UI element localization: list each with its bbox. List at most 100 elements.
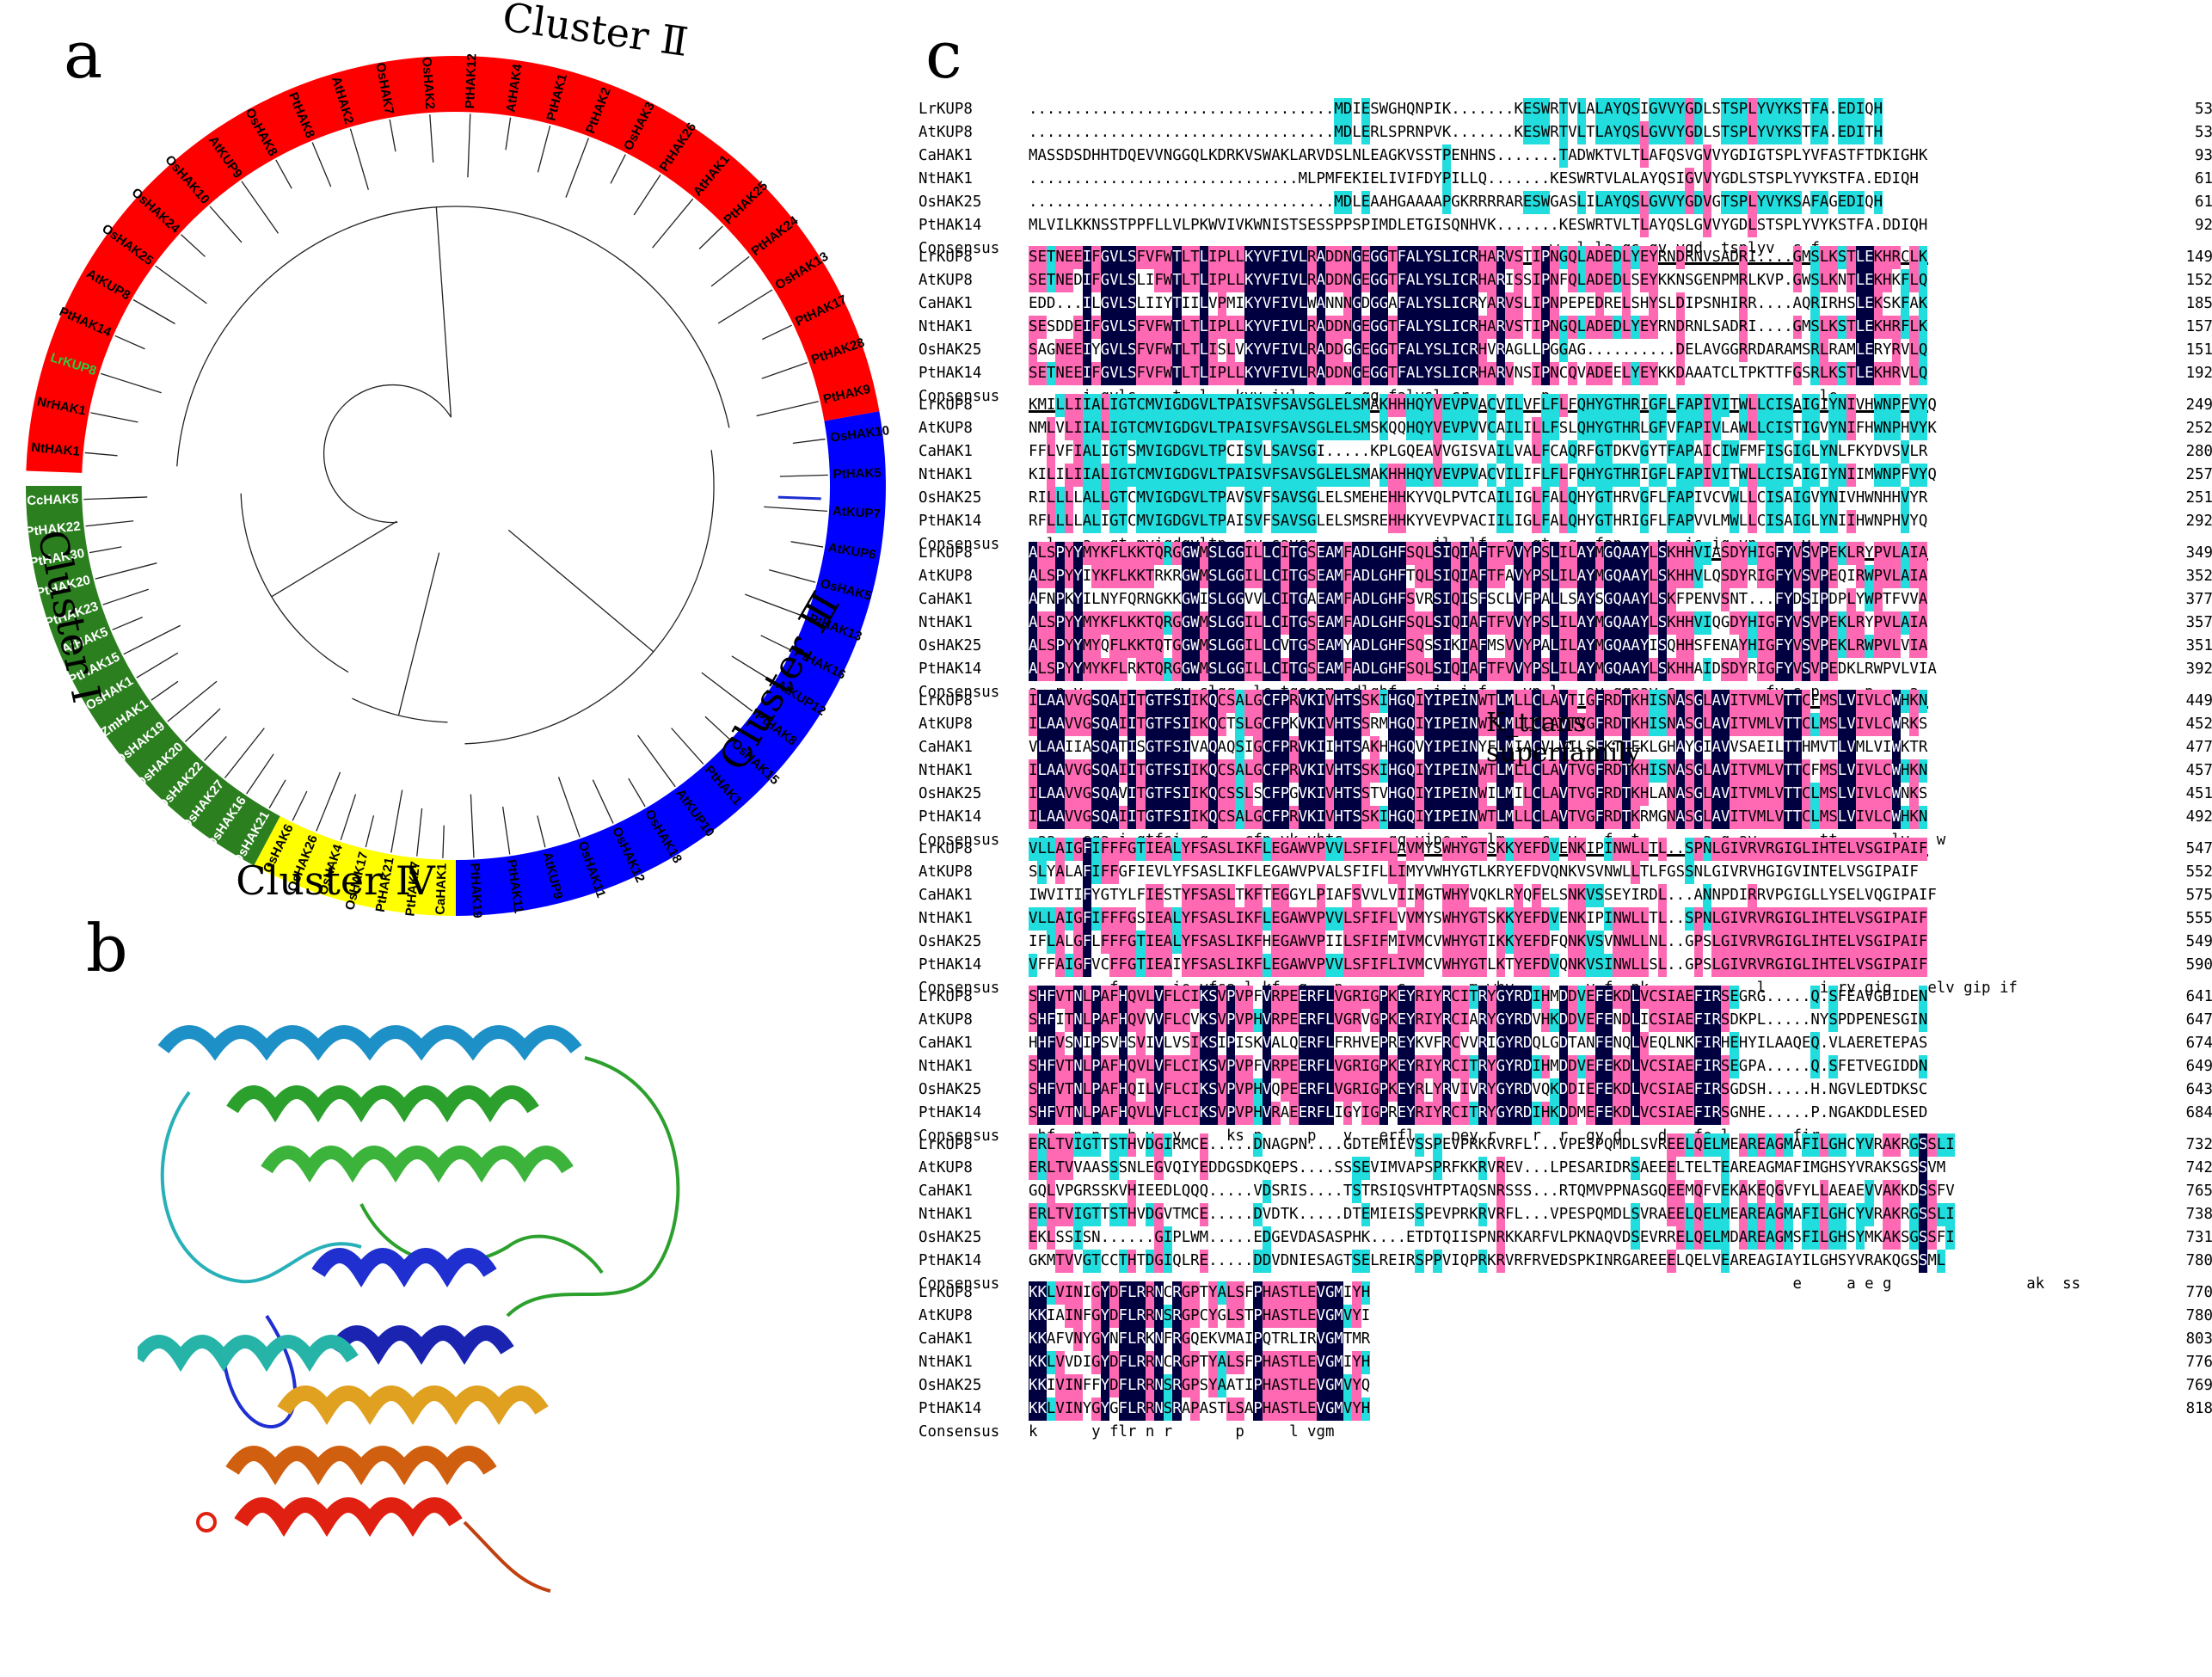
sequence-position: 157	[2185, 318, 2212, 335]
tree-branch	[756, 401, 819, 417]
tree-branch	[717, 289, 773, 324]
tree-branch	[507, 529, 654, 653]
sequence-name: LrKUP8	[919, 101, 973, 118]
sequence-name: OsHAK25	[919, 194, 982, 211]
sequence-name: CaHAK1	[919, 443, 973, 460]
tree-branch	[209, 206, 243, 243]
sequence-position: 61	[2195, 170, 2212, 187]
sequence-name: LrKUP8	[919, 988, 973, 1005]
sequence-name: AtKUP8	[919, 568, 973, 585]
tree-branch	[761, 362, 808, 379]
sequence-name: NtHAK1	[919, 614, 973, 631]
sequence-residues: ..................................MDIESW…	[1029, 98, 1883, 121]
sequence-residues: EKLSSISN......GIPLWM.....EDGEVDASASPHK..…	[1029, 1226, 1955, 1250]
sequence-residues: IFLALGFLFFFGTIEALYFSASLIKFHEGAWVPIILSFIF…	[1029, 931, 1927, 954]
sequence-residues: SHFVTNLPAFHQVLVFLCIKSVPVPFVRPEERFLVGRIGP…	[1029, 986, 1927, 1009]
tree-branch	[246, 753, 274, 795]
coil-loops	[160, 1056, 680, 1593]
sequence-position: 555	[2185, 910, 2212, 927]
tree-leaf-label: PtHAK19	[467, 863, 484, 918]
tree-branch	[90, 412, 138, 423]
sequence-name: PtHAK14	[919, 1104, 982, 1121]
tree-leaf-label: CcHAK5	[27, 492, 79, 508]
tree-branch	[435, 206, 452, 418]
sequence-residues: GQLVPGRSSKVHIEEDLQQQ.....VDSRIS....TSTRS…	[1029, 1180, 1955, 1203]
sequence-residues: ILAAVVGSQAIITGTFSIIKQCSALGCFPRVKIVHTSSKI…	[1029, 690, 1927, 713]
sequence-residues: NMLVLIIALIGTCMVIGDGVLTPAISVFSAVSGLELSMSK…	[1029, 417, 1937, 440]
tree-branch	[505, 117, 512, 150]
tree-branch	[102, 588, 149, 605]
tree-leaf-label: NtHAK1	[31, 440, 81, 459]
tree-branch	[100, 372, 162, 394]
sequence-name: NtHAK1	[919, 466, 973, 483]
cluster-label: Cluster Ⅳ	[236, 857, 435, 904]
tree-branch	[744, 593, 805, 617]
tree-branch	[501, 806, 511, 855]
sequence-position: 192	[2185, 365, 2212, 382]
helix-orange	[225, 1385, 549, 1485]
consensus-name: Consensus	[919, 1423, 1000, 1440]
sequence-position: 61	[2195, 194, 2212, 211]
sequence-name: CaHAK1	[919, 1035, 973, 1052]
sequence-position: 152	[2185, 272, 2212, 289]
sequence-position: 643	[2185, 1081, 2212, 1098]
sequence-position: 53	[2195, 124, 2212, 141]
sequence-residues: MLVILKKNSSTPPFLLVLPKWVIVKWNISTSESSPPSPIM…	[1029, 214, 1927, 237]
tree-branch	[467, 114, 471, 178]
panel-label-a: a	[64, 16, 103, 93]
sequence-position: 492	[2185, 808, 2212, 826]
sequence-position: 552	[2185, 863, 2212, 881]
tree-leaf-label: PtHAK22	[25, 519, 82, 539]
tree-branch	[184, 708, 221, 742]
consensus-name: Consensus	[919, 684, 1000, 701]
sequence-name: AtKUP8	[919, 124, 973, 141]
sequence-name: PtHAK14	[919, 956, 982, 974]
tree-leaf-label: AtKUP7	[832, 504, 881, 522]
panel-label-c: c	[925, 16, 962, 93]
sequence-position: 684	[2185, 1104, 2212, 1121]
sequence-position: 776	[2185, 1354, 2212, 1371]
sequence-name: AtKUP8	[919, 716, 973, 733]
protein-3d-structure	[138, 1025, 680, 1593]
sequence-residues: ILAAVVGSQAVITGTFSIIKQCSSLSCFPGVKIVHTSSTV…	[1029, 783, 1927, 806]
tree-branch	[416, 808, 423, 857]
sequence-position: 674	[2185, 1035, 2212, 1052]
sequence-residues: RFLLLLALIGTCMVIGDGVLTPAISVFSAVSGLELSMSRE…	[1029, 510, 1927, 533]
tree-branch	[167, 680, 218, 722]
tree-branch	[340, 794, 357, 841]
sequence-residues: KKLVINYGYGFLRRNSRAPASTLSAPHASTLEVGMVYH	[1029, 1398, 1370, 1421]
sequence-residues: ALSPYYMYKFLRKTQRGGWMSLGGILLCITGSEAMFADLG…	[1029, 658, 1937, 681]
sequence-residues: VFFAIGFVCFFGTIEAIYFSASLIKFLEGAWVPVVLSFIF…	[1029, 954, 1927, 977]
tree-branch	[633, 174, 661, 216]
cluster-sector	[26, 486, 280, 866]
helix-core-blue	[311, 1248, 514, 1365]
tree-branch	[710, 255, 750, 287]
consensus-name: Consensus	[919, 1127, 1000, 1145]
tree-branch	[114, 335, 145, 350]
tree-leaf-label: OsHAK2	[419, 57, 437, 110]
sequence-name: NtHAK1	[919, 1058, 973, 1075]
tree-branch	[155, 265, 207, 304]
sequence-position: 770	[2185, 1284, 2212, 1301]
sequence-name: NtHAK1	[919, 170, 973, 187]
sequence-position: 641	[2185, 988, 2212, 1005]
sequence-position: 732	[2185, 1136, 2212, 1153]
sequence-name: CaHAK1	[919, 1330, 973, 1348]
sequence-residues: MASSDSDHHTDQEVVNGGQLKDRKVSWAKLARVDSLNLEA…	[1029, 144, 1927, 168]
sequence-residues: KKIVINFFYDFLRRNSRGPSYAATIPHASTLEVGMVYQ	[1029, 1374, 1370, 1398]
domain-underline	[1442, 262, 1928, 265]
sequence-position: 451	[2185, 785, 2212, 802]
sequence-residues: KILILIIALIGTCMVIGDGVLTPAISVFSAVSGLELSMAK…	[1029, 464, 1937, 487]
tree-branch	[83, 496, 148, 501]
sequence-residues: KKLVINIGYDFLRRNCRGPTYALSFPHASTLEVGMIYH	[1029, 1281, 1370, 1305]
tree-leaf-label: PtHAK27	[402, 861, 423, 918]
tree-branch	[224, 728, 265, 779]
tree-branch	[557, 777, 581, 838]
sequence-name: PtHAK14	[919, 660, 982, 678]
sequence-name: NtHAK1	[919, 1354, 973, 1371]
sequence-residues: ALSPYYIYKFLKKTRKRGWMSLGGILLCITGSEAMFADLG…	[1029, 565, 1927, 588]
tree-branch	[464, 450, 715, 745]
tree-branch	[271, 520, 397, 598]
sequence-residues: ILAAVVGSQAIITGTFSIIKQCSALGCFPRVKIVHTSSKI…	[1029, 806, 1927, 829]
sequence-residues: VLAAIIASQATISGTFSIVAQAQSIGCFPRVKIIHTSAKH…	[1029, 736, 1927, 759]
